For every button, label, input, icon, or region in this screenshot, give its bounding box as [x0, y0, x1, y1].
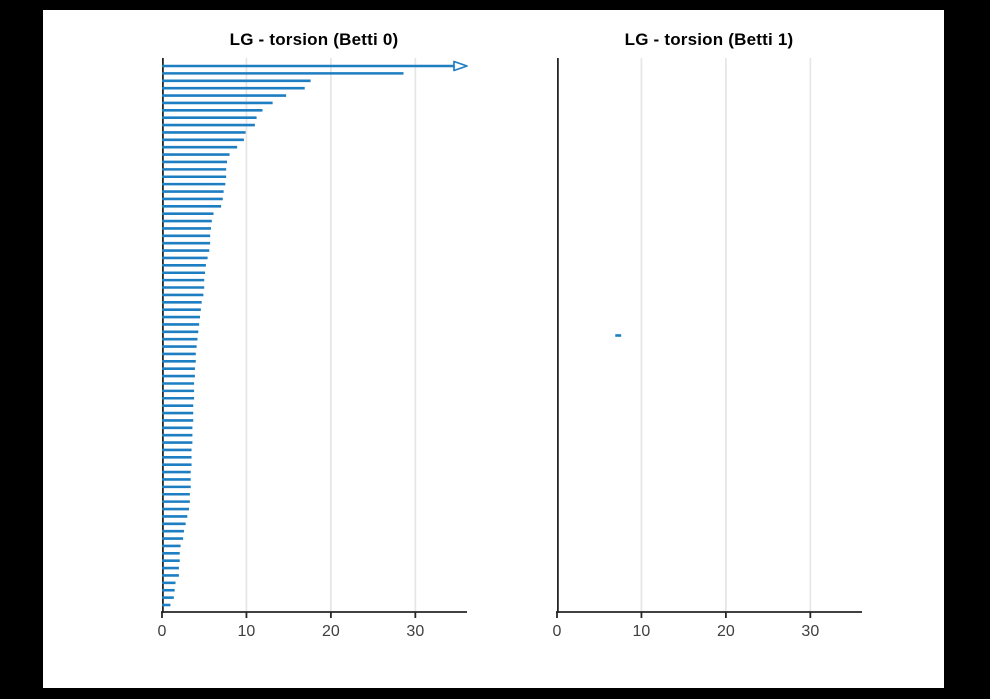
betti1-barcode-plot: 0 10 20 30 — [553, 58, 862, 640]
betti0-barcode-plot: 0 10 20 30 — [158, 58, 468, 640]
x-tick-label-20: 20 — [322, 623, 340, 640]
x-tick-label-0: 0 — [158, 623, 167, 640]
infinity-arrowhead — [453, 60, 468, 72]
x-tick-label-0: 0 — [553, 623, 562, 640]
x-tick-label-30: 30 — [801, 623, 819, 640]
betti1-panel: LG - torsion (Betti 1) 0 10 20 30 — [553, 30, 862, 640]
betti0-panel: LG - torsion (Betti 0) 0 10 20 30 — [158, 30, 468, 640]
x-tick-label-30: 30 — [406, 623, 424, 640]
betti0-title: LG - torsion (Betti 0) — [229, 30, 399, 49]
betti1-title: LG - torsion (Betti 1) — [624, 30, 794, 49]
x-tick-label-20: 20 — [717, 623, 735, 640]
x-tick-label-10: 10 — [633, 623, 651, 640]
figure-paper: LG - torsion (Betti 0) 0 10 20 30 LG - tors… — [43, 10, 944, 688]
x-tick-label-10: 10 — [238, 623, 256, 640]
